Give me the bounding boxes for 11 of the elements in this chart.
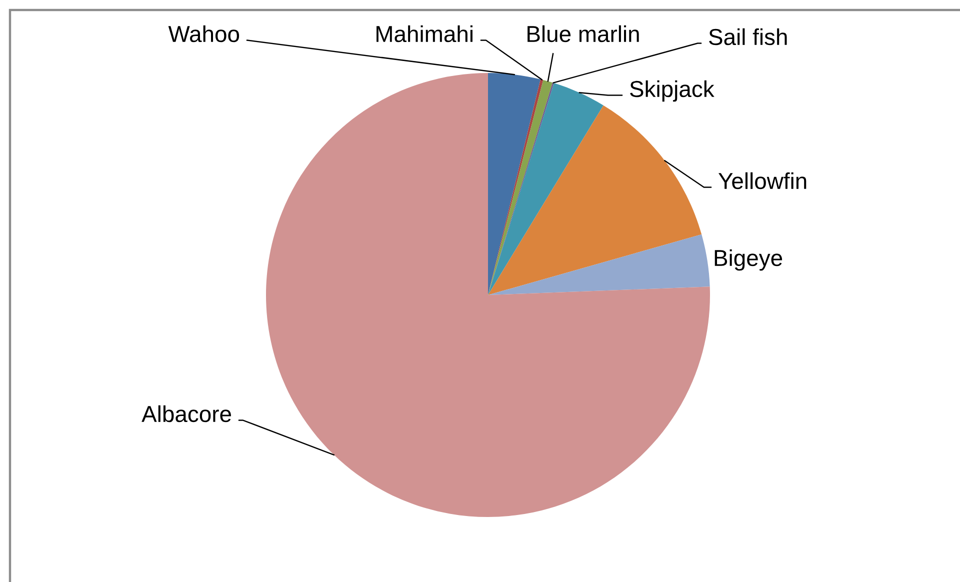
slice-label: Sail fish bbox=[709, 28, 787, 46]
slice-label: Skipjack bbox=[630, 80, 714, 102]
slice-label: Bigeye bbox=[714, 249, 782, 271]
slice-label: Wahoo bbox=[168, 25, 240, 42]
slice-label: Yellowfin bbox=[718, 172, 806, 190]
pie-slice bbox=[488, 83, 604, 295]
slice-label: Blue marlin bbox=[528, 25, 639, 42]
slice-label: Albacore bbox=[142, 405, 231, 422]
pie-slice bbox=[488, 105, 702, 295]
pie-slice bbox=[488, 234, 710, 295]
slice-label: Mahimahi bbox=[376, 25, 472, 42]
